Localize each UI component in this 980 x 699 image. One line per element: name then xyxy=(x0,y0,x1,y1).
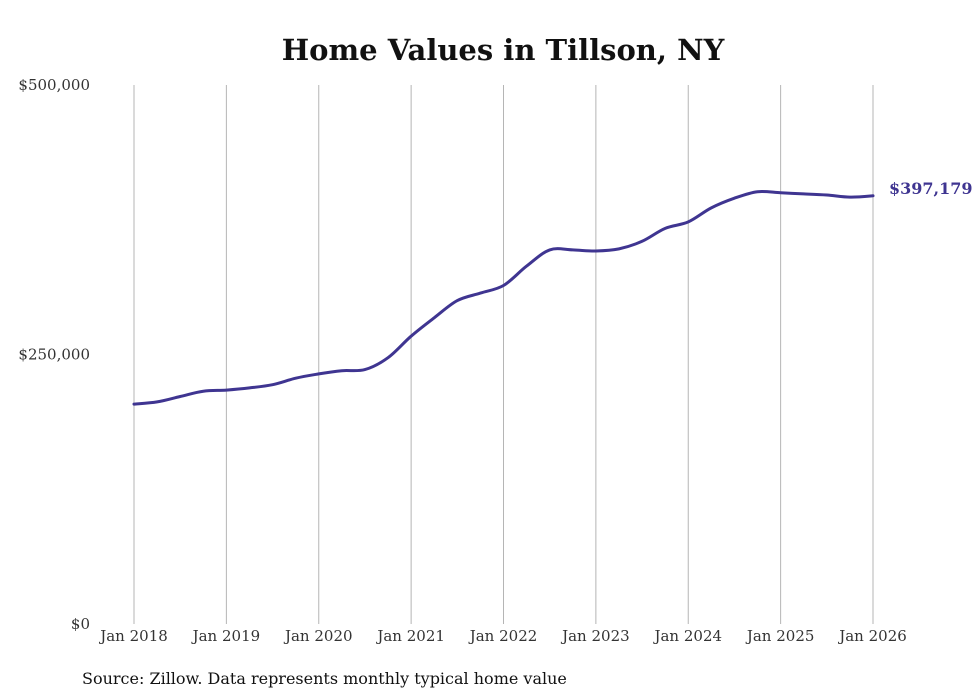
x-axis-ticks: Jan 2018 Jan 2019 Jan 2020 Jan 2021 Jan 2022… xyxy=(98,627,907,645)
x-tick-label-0: Jan 2018 xyxy=(98,627,168,645)
y-axis-ticks: $0 $250,000 $500,000 xyxy=(18,76,90,633)
x-tick-label-7: Jan 2025 xyxy=(745,627,815,645)
x-tick-label-2: Jan 2020 xyxy=(283,627,353,645)
x-tick-label-1: Jan 2019 xyxy=(191,627,261,645)
series-layer: $397,179 xyxy=(132,179,973,406)
x-tick-label-4: Jan 2022 xyxy=(468,627,538,645)
series-line-0 xyxy=(132,189,875,406)
vertical-gridlines xyxy=(133,85,874,624)
y-tick-label-1: $250,000 xyxy=(18,346,90,364)
x-tick-label-6: Jan 2024 xyxy=(652,627,722,645)
y-tick-label-2: $500,000 xyxy=(18,76,90,94)
y-tick-label-0: $0 xyxy=(71,615,90,633)
x-tick-label-3: Jan 2021 xyxy=(375,627,445,645)
x-tick-label-8: Jan 2026 xyxy=(837,627,907,645)
x-tick-label-5: Jan 2023 xyxy=(560,627,630,645)
source-note: Source: Zillow. Data represents monthly … xyxy=(82,669,567,688)
series-end-value-label: $397,179 xyxy=(889,179,973,198)
chart-title: Home Values in Tillson, NY xyxy=(282,33,725,67)
